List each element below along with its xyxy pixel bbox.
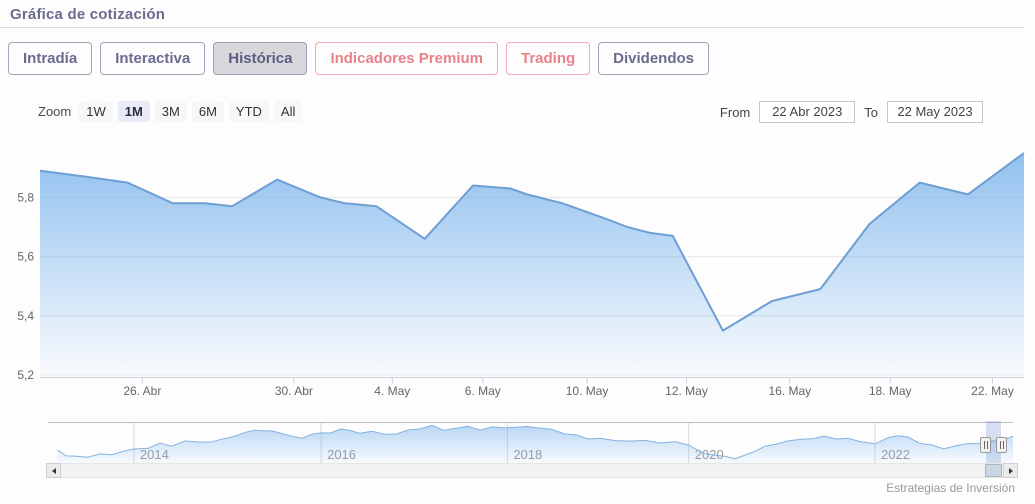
navigator-right-handle-icon[interactable] [996,437,1007,453]
title-divider [0,27,1025,28]
navigator-line-series [57,424,1014,460]
navigator-chart: 2014 2016 2018 2020 2022 [48,422,1014,464]
tab-interactiva[interactable]: Interactiva [100,42,206,75]
x-axis-tick-label: 26. Abr [123,384,161,398]
tab-dividendos[interactable]: Dividendos [598,42,710,75]
scrollbar-thumb[interactable] [985,464,1002,477]
zoom-button-ytd[interactable]: YTD [228,101,269,122]
x-axis-tick-label: 18. May [869,384,912,398]
navigator-year-label: 2018 [513,447,542,462]
to-date-input[interactable]: 22 May 2023 [887,101,983,123]
navigator-year-label: 2016 [327,447,356,462]
navigator-left-handle-icon[interactable] [980,437,991,453]
range-selector-toolbar: Zoom 1W 1M 3M 6M YTD All From 22 Abr 2023 To … [0,101,1035,125]
y-axis-tick-label: 5,8 [17,190,34,204]
x-axis-tick-label: 12. May [665,384,708,398]
from-label: From [719,104,751,120]
x-axis-tick-label: 22. May [971,384,1014,398]
tab-indicadores-premium[interactable]: Indicadores Premium [315,42,498,75]
scrollbar-track[interactable] [46,463,1018,478]
main-chart-plot-area: 5,2 5,4 5,6 5,8 26. Abr 30. Abr 4. May 6. May 10… [17,152,1025,398]
zoom-button-6m[interactable]: 6M [191,101,224,122]
navigator-year-label: 2014 [140,447,169,462]
zoom-button-1m[interactable]: 1M [117,101,150,122]
x-axis-tick-label: 10. May [566,384,609,398]
price-line-series [39,152,1025,332]
y-axis-tick-label: 5,2 [17,368,34,382]
zoom-button-all[interactable]: All [273,101,303,122]
scrollbar-right-arrow-icon[interactable] [1003,463,1018,478]
zoom-label: Zoom [38,104,72,119]
to-label: To [864,104,878,120]
x-axis-tick-label: 30. Abr [275,384,313,398]
from-date-input[interactable]: 22 Abr 2023 [759,101,856,123]
navigator-selected-range[interactable] [986,421,1001,464]
price-area-fill [40,153,1024,375]
tab-historica[interactable]: Histórica [213,42,308,75]
date-range-group: From 22 Abr 2023 To 22 May 2023 [720,101,983,123]
x-axis-tick-label: 4. May [374,384,410,398]
zoom-button-3m[interactable]: 3M [154,101,187,122]
x-axis-tick-label: 6. May [465,384,501,398]
zoom-button-group: Zoom 1W 1M 3M 6M YTD All [38,101,303,122]
navigator-year-label: 2020 [695,447,724,462]
tab-trading[interactable]: Trading [506,42,591,75]
navigator-year-label: 2022 [881,447,910,462]
chart-tabs: Intradía Interactiva Histórica Indicadores … [8,42,710,75]
navigator-area-fill [57,425,1014,463]
chart-credits-link[interactable]: Estrategias de Inversión [886,481,1015,495]
x-axis-tick-label: 16. May [768,384,811,398]
scrollbar-left-arrow-icon[interactable] [46,463,61,478]
page-title: Gráfica de cotización [10,6,166,23]
tab-intradia[interactable]: Intradía [8,42,93,75]
y-axis-tick-label: 5,4 [17,309,34,323]
zoom-button-1w[interactable]: 1W [79,101,113,122]
y-axis-tick-label: 5,6 [17,250,34,264]
